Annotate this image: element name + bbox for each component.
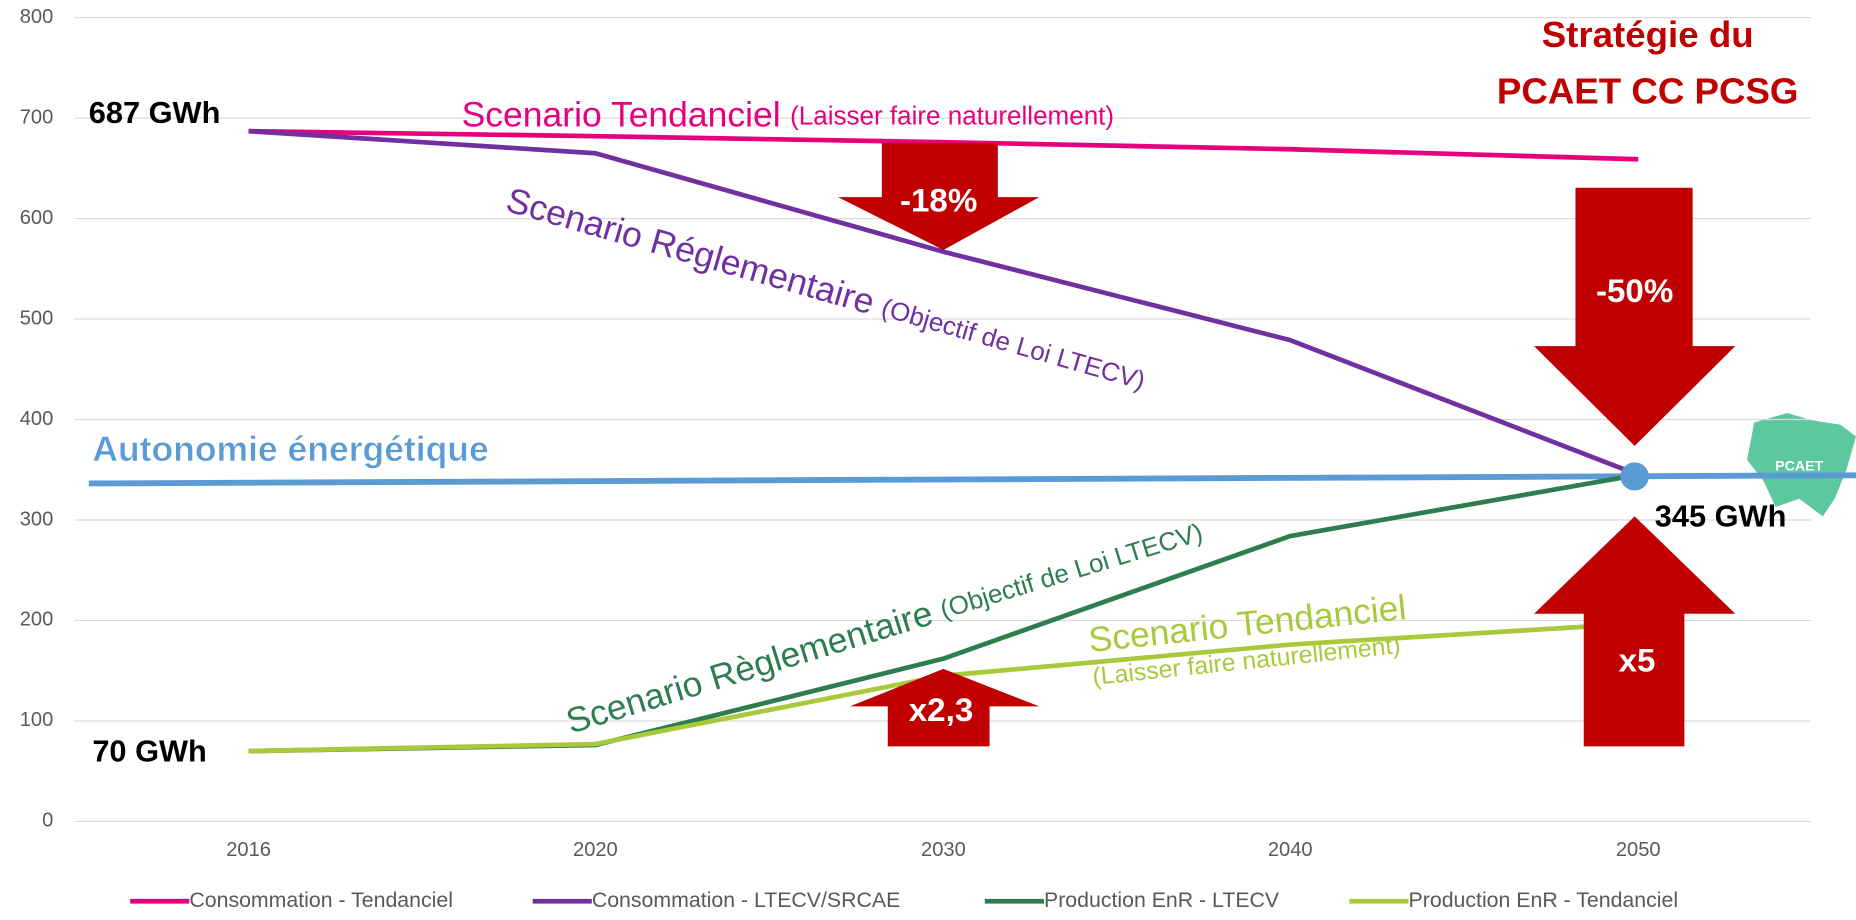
y-tick-label: 0 — [42, 810, 53, 832]
series-line — [248, 128, 1640, 477]
arrow-label: -18% — [900, 182, 977, 219]
scenario-label: Scenario Tendanciel(Laisser faire nature… — [1087, 589, 1412, 691]
series-line — [248, 128, 1639, 162]
value-annotation: 687 GWh — [89, 96, 221, 130]
y-tick-label: 800 — [20, 6, 54, 28]
scenario-note: (Laisser faire naturellement) — [790, 102, 1114, 130]
x-tick-label: 2016 — [226, 839, 271, 861]
scenario-label: Scenario Tendanciel (Laisser faire nature… — [462, 96, 1114, 135]
y-tick-label: 200 — [20, 609, 54, 631]
arrow-label: x2,3 — [909, 691, 974, 728]
arrow — [849, 668, 1040, 747]
arrow — [1534, 187, 1736, 446]
arrow — [838, 143, 1040, 250]
legend-label: Consommation - LTECV/SRCAE — [592, 889, 900, 912]
title-line: Stratégie du — [1542, 14, 1754, 55]
scenario-note: (Objectif de Loi LTECV) — [937, 519, 1206, 625]
y-tick-label: 700 — [20, 106, 54, 128]
junction-dot — [1620, 462, 1649, 491]
title-line: PCAET CC PCSG — [1497, 71, 1799, 112]
y-tick-label: 300 — [20, 508, 54, 530]
value-annotation: 345 GWh — [1655, 500, 1787, 534]
x-tick-label: 2040 — [1268, 839, 1313, 861]
autonomy-line — [88, 472, 1856, 487]
scenario-label: Scenario Réglementaire(Objectif de Loi L… — [502, 181, 1150, 400]
legend-label: Production EnR - LTECV — [1044, 889, 1280, 912]
logo: PCAET — [1747, 413, 1856, 517]
scenario-name: Scenario Règlementaire — [562, 594, 938, 742]
x-tick-label: 2020 — [573, 839, 618, 861]
y-tick-label: 100 — [20, 709, 54, 731]
x-tick-label: 2050 — [1616, 839, 1661, 861]
arrow-label: x5 — [1619, 642, 1656, 679]
legend-label: Production EnR - Tendanciel — [1409, 889, 1679, 912]
legend-label: Consommation - Tendanciel — [189, 889, 453, 912]
scenario-note: (Objectif de Loi LTECV) — [878, 294, 1148, 395]
arrow — [1534, 516, 1736, 747]
scenario-name: Scenario Tendanciel — [462, 96, 781, 135]
logo-text: PCAET — [1775, 458, 1823, 474]
autonomy-label: Autonomie énergétique — [92, 430, 488, 469]
y-tick-label: 500 — [20, 307, 54, 329]
y-tick-label: 400 — [20, 408, 54, 430]
y-tick-label: 600 — [20, 207, 54, 229]
x-tick-label: 2030 — [921, 839, 966, 861]
value-annotation: 70 GWh — [92, 735, 207, 769]
scenario-name: Scenario Réglementaire — [502, 181, 879, 322]
arrow-label: -50% — [1596, 272, 1673, 309]
